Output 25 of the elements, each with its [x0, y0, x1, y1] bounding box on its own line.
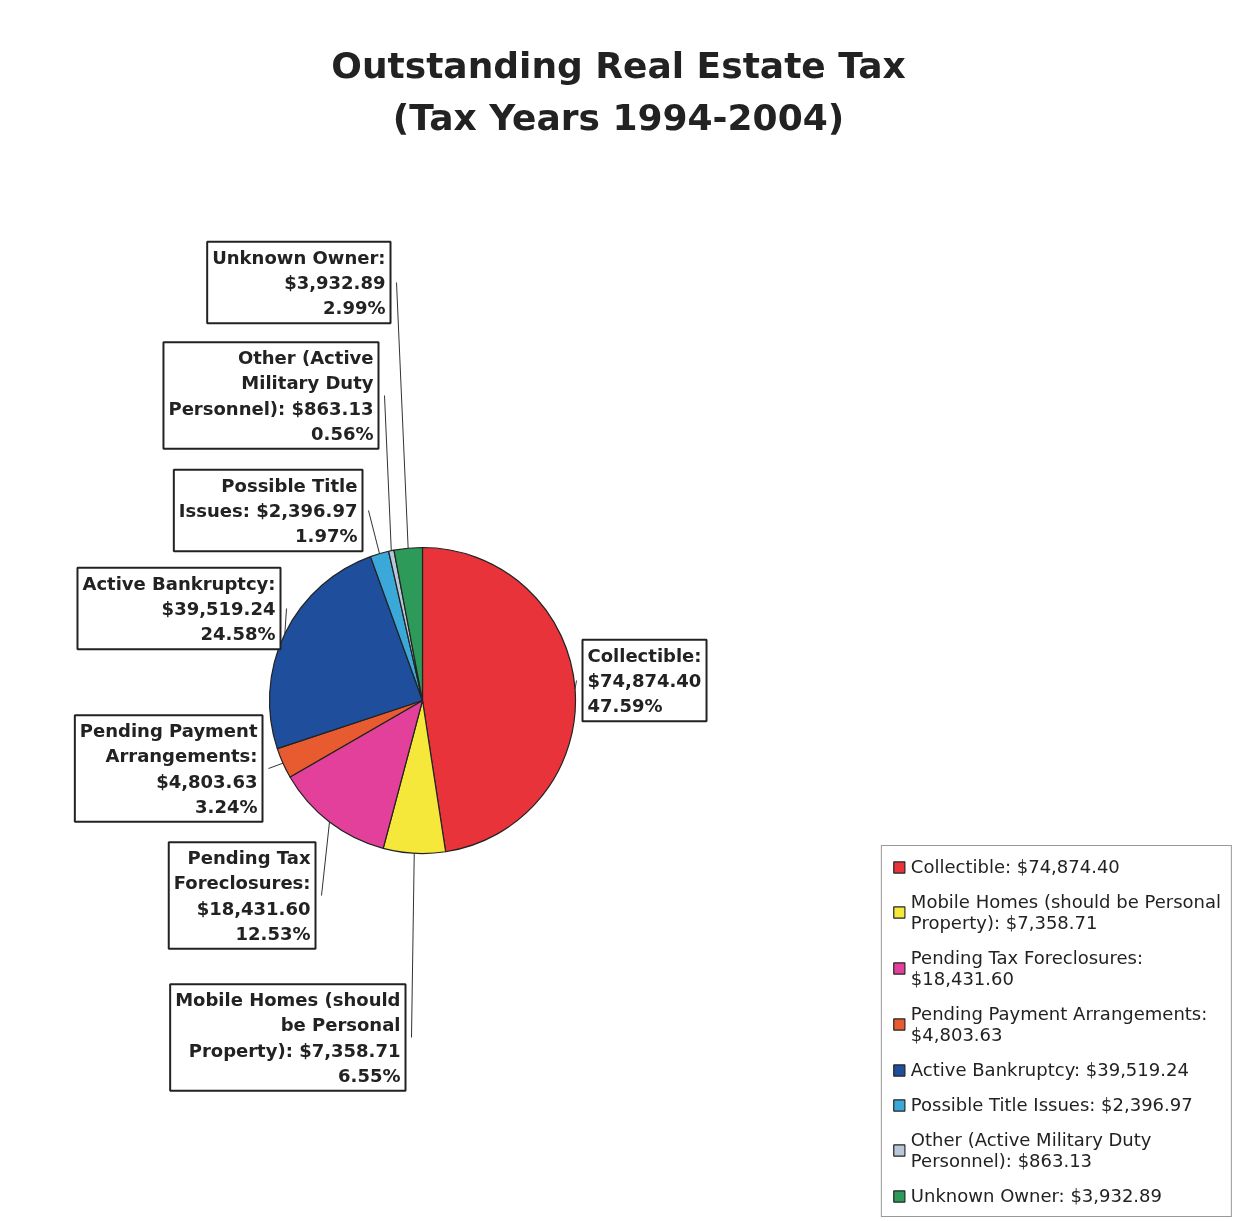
chart-title: Outstanding Real Estate Tax (Tax Years 1994-2004) [331, 45, 906, 138]
slice-label: Possible Title Issues: $2,396.97 [178, 474, 358, 521]
data-label: 2.99% [323, 297, 386, 319]
legend-label: Unknown Owner: $3,932.89 [910, 1185, 1162, 1206]
legend-label: Mobile Homes (should be Personal Property): $7,358.71 [910, 891, 1221, 933]
legend-label: Pending Payment Arrangements: $4,803.63 [910, 1003, 1208, 1045]
legend-label: Pending Tax Foreclosures: $18,431.60 [910, 947, 1143, 989]
data-label: 6.55% [338, 1064, 401, 1086]
data-label: 1.97% [295, 525, 358, 547]
legend-label: Active Bankruptcy: $39,519.24 [910, 1059, 1189, 1080]
slice-label: Pending Payment Arrangements: $4,803.63 [79, 720, 258, 792]
legend-label: Other (Active Military Duty Personnel): $863.13 [910, 1129, 1152, 1171]
data-label: 47.59% [587, 695, 663, 717]
data-label: 3.24% [195, 795, 258, 817]
slice-label: Mobile Homes (should be Personal Property): $7,358.71 [175, 989, 401, 1061]
slice-label: Collectible: $74,874.40 [587, 644, 702, 691]
slice-label: Other (Active Military Duty Personnel): $863.13 [168, 347, 374, 419]
slice-label: Active Bankruptcy: $39,519.24 [82, 572, 276, 619]
data-label: 12.53% [235, 922, 311, 944]
legend-label: Collectible: $74,874.40 [910, 856, 1120, 877]
data-label: 0.56% [311, 422, 374, 444]
slice-label: Pending Tax Foreclosures: $18,431.60 [173, 847, 311, 919]
slice-label: Unknown Owner: $3,932.89 [212, 246, 386, 293]
legend-label: Possible Title Issues: $2,396.97 [910, 1094, 1193, 1115]
data-label: 24.58% [200, 623, 276, 645]
